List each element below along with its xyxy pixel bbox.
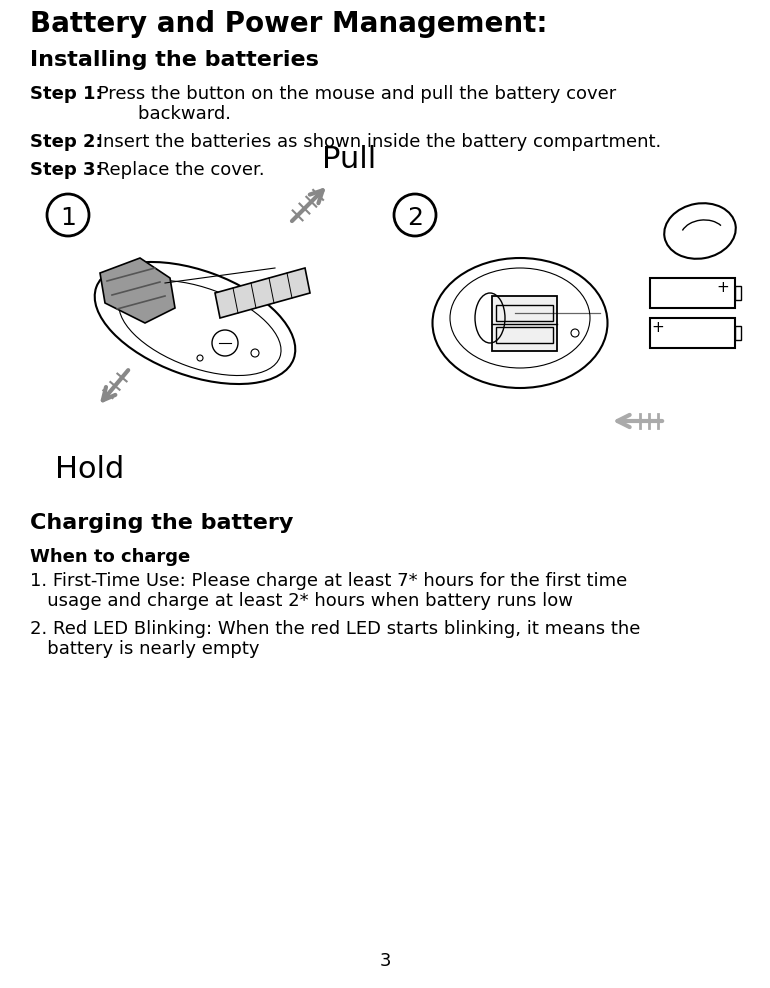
Text: backward.: backward.: [92, 105, 231, 123]
Text: usage and charge at least 2* hours when battery runs low: usage and charge at least 2* hours when …: [30, 592, 573, 610]
Text: Charging the battery: Charging the battery: [30, 513, 293, 533]
Text: Step 1:: Step 1:: [30, 85, 102, 103]
Polygon shape: [100, 258, 175, 323]
Text: Replace the cover.: Replace the cover.: [92, 161, 265, 179]
Text: Step 3:: Step 3:: [30, 161, 102, 179]
Text: Battery and Power Management:: Battery and Power Management:: [30, 10, 547, 38]
Text: Pull: Pull: [322, 145, 377, 174]
Bar: [735, 286, 741, 300]
Bar: [650, 318, 735, 348]
Text: 2: 2: [407, 206, 423, 230]
Bar: [496, 327, 553, 343]
Bar: [735, 326, 741, 340]
Text: Installing the batteries: Installing the batteries: [30, 50, 319, 70]
Text: Press the button on the mouse and pull the battery cover: Press the button on the mouse and pull t…: [92, 85, 616, 103]
Text: Insert the batteries as shown inside the battery compartment.: Insert the batteries as shown inside the…: [92, 133, 661, 151]
Text: +: +: [651, 319, 665, 335]
Polygon shape: [215, 268, 310, 318]
Text: +: +: [717, 280, 729, 294]
Text: Hold: Hold: [55, 455, 124, 484]
Text: Step 2:: Step 2:: [30, 133, 102, 151]
Text: 1. First-Time Use: Please charge at least 7* hours for the first time: 1. First-Time Use: Please charge at leas…: [30, 572, 628, 590]
Bar: [492, 296, 557, 351]
Text: When to charge: When to charge: [30, 548, 190, 566]
Bar: [650, 278, 735, 308]
Text: 1: 1: [60, 206, 76, 230]
Text: 3: 3: [380, 952, 390, 970]
Text: 2. Red LED Blinking: When the red LED starts blinking, it means the: 2. Red LED Blinking: When the red LED st…: [30, 620, 641, 638]
Bar: [496, 305, 553, 321]
Text: battery is nearly empty: battery is nearly empty: [30, 640, 259, 658]
